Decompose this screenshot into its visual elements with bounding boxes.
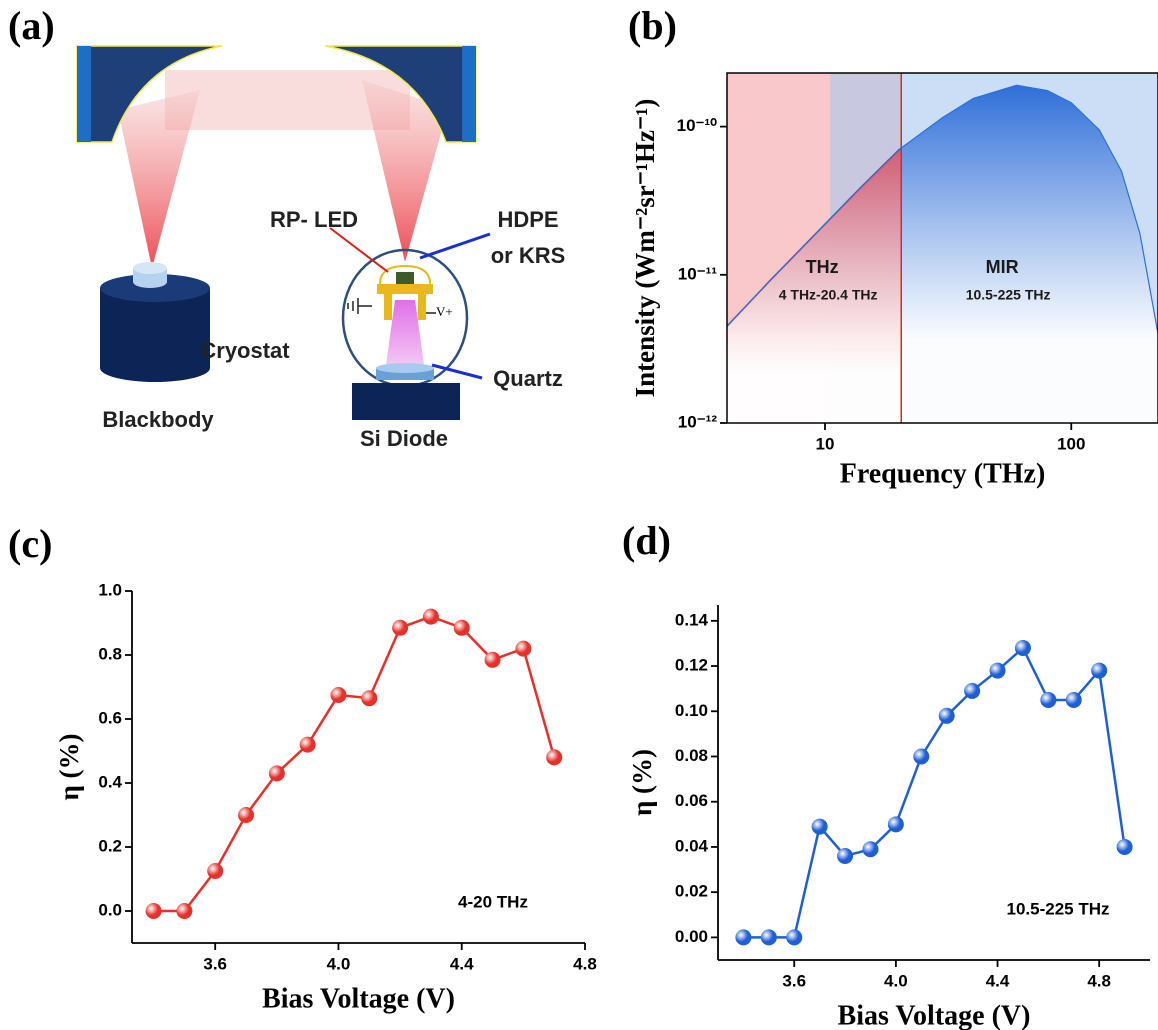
setup-diagram: RP- LED HDPE or KRS Cryostat Quartz Blac… [77, 46, 565, 451]
y-tick-label: 0.14 [675, 610, 709, 629]
y-tick-label: 0.4 [98, 772, 122, 791]
label: or KRS [491, 243, 566, 268]
led-chip [396, 272, 414, 284]
region-sublabel: 4 THz-20.4 THz [779, 287, 878, 303]
x-tick-label: 4.4 [450, 954, 474, 973]
label: Cryostat [200, 338, 290, 363]
y-tick-label: 0.0 [98, 900, 122, 919]
marker [176, 903, 192, 919]
y-tick-label: 0.12 [675, 656, 708, 675]
marker [939, 708, 955, 724]
mirror-edge [462, 46, 476, 142]
y-tick-label: 0.08 [675, 746, 708, 765]
y-tick-label: 10⁻¹² [678, 412, 718, 431]
marker [361, 690, 377, 706]
marker [515, 641, 531, 657]
marker [786, 929, 802, 945]
label: Si Diode [360, 426, 448, 451]
region-sublabel: 10.5-225 THz [966, 287, 1051, 303]
beam-cone [118, 90, 200, 268]
marker [146, 903, 162, 919]
led-mount [377, 284, 433, 294]
label: Quartz [493, 366, 563, 391]
y-axis-title: η (%) [627, 749, 657, 816]
y-tick-label: 0.8 [98, 644, 122, 663]
panel-label: (d) [622, 518, 671, 563]
marker [1091, 663, 1107, 679]
panel-label: (a) [8, 3, 55, 48]
marker [761, 929, 777, 945]
marker [485, 652, 501, 668]
marker [913, 748, 929, 764]
led-leg [418, 294, 426, 320]
x-tick-label: 4.8 [1087, 971, 1111, 990]
y-tick-label: 10⁻¹⁰ [677, 116, 718, 135]
label: Blackbody [102, 407, 214, 432]
x-tick-label: 100 [1057, 434, 1085, 453]
x-tick-label: 4.8 [573, 954, 597, 973]
y-tick-label: 10⁻¹¹ [678, 264, 718, 283]
line [743, 648, 1124, 937]
marker [812, 819, 828, 835]
arrow [330, 228, 388, 272]
arrow [420, 234, 490, 258]
x-tick-label: 3.6 [203, 954, 227, 973]
marker [1015, 640, 1031, 656]
marker [1117, 839, 1133, 855]
y-tick-label: 0.2 [98, 836, 122, 855]
marker [330, 687, 346, 703]
annotation: 10.5-225 THz [1007, 899, 1110, 918]
marker [300, 737, 316, 753]
marker [1040, 692, 1056, 708]
x-axis-title: Bias Voltage (V) [838, 1000, 1031, 1030]
region-label: THz [806, 257, 839, 277]
mirror-edge [77, 46, 91, 142]
panel-label: (b) [628, 3, 677, 48]
aperture [133, 262, 167, 274]
y-tick-label: 0.06 [675, 791, 708, 810]
x-tick-label: 10 [816, 434, 835, 453]
marker [1066, 692, 1082, 708]
si-diode [352, 383, 460, 420]
y-tick-label: 0.10 [675, 701, 708, 720]
label: RP- LED [270, 207, 358, 232]
region-label: MIR [986, 257, 1019, 277]
marker [269, 765, 285, 781]
marker [423, 609, 439, 625]
marker [546, 749, 562, 765]
y-tick-label: 1.0 [98, 580, 122, 599]
marker [837, 848, 853, 864]
marker [207, 863, 223, 879]
label: HDPE [497, 207, 558, 232]
figure: (a) (b) (c) (d) RP- LED HDPE or KRS Cryo… [0, 0, 1158, 1030]
marker [862, 841, 878, 857]
marker [454, 620, 470, 636]
x-tick-label: 4.0 [327, 954, 351, 973]
ground [348, 298, 372, 314]
marker [964, 683, 980, 699]
marker [888, 816, 904, 832]
y-tick-label: 0.02 [675, 882, 708, 901]
x-tick-label: 4.4 [986, 971, 1010, 990]
label: V+ [436, 304, 453, 319]
marker [238, 807, 254, 823]
x-axis-title: Bias Voltage (V) [262, 983, 455, 1014]
x-axis-title: Frequency (THz) [840, 458, 1046, 489]
panel-label: (c) [8, 521, 52, 566]
y-axis-title: η (%) [54, 733, 84, 800]
x-tick-label: 3.6 [782, 971, 806, 990]
y-tick-label: 0.6 [98, 708, 122, 727]
y-tick-label: 0.00 [675, 927, 708, 946]
blackbody [100, 288, 210, 382]
led-leg [384, 294, 392, 320]
marker [392, 620, 408, 636]
marker [735, 929, 751, 945]
plot-area [727, 73, 1158, 423]
y-axis-title: Intensity (Wm⁻²sr⁻¹Hz⁻¹) [630, 99, 660, 398]
x-tick-label: 4.0 [884, 971, 908, 990]
marker [990, 663, 1006, 679]
quartz-window [376, 363, 434, 373]
y-tick-label: 0.04 [675, 836, 709, 855]
annotation: 4-20 THz [458, 892, 528, 911]
